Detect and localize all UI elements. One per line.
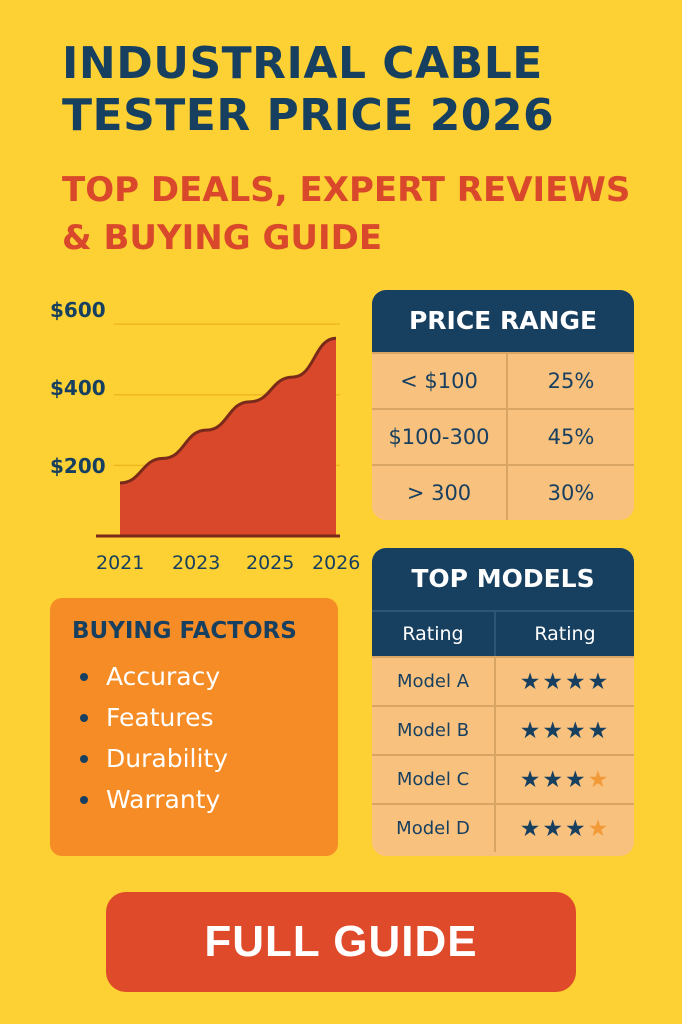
star-icon: ★ bbox=[565, 815, 588, 842]
price-trend-svg bbox=[96, 323, 340, 538]
table-row: Model D ★ ★ ★ ★ bbox=[372, 803, 634, 852]
full-guide-button[interactable]: FULL GUIDE bbox=[106, 892, 576, 992]
star-rating: ★ ★ ★ ★ bbox=[496, 805, 634, 852]
y-tick-200: $200 bbox=[50, 454, 106, 478]
table-row: > 300 30% bbox=[372, 464, 634, 520]
price-trend-chart: $600 $400 $200 2021 2023 2025 2026 bbox=[40, 288, 360, 588]
star-rating: ★ ★ ★ ★ bbox=[496, 658, 634, 705]
star-icon: ★ bbox=[519, 766, 543, 793]
star-icon: ★ bbox=[565, 668, 588, 695]
x-tick-2023: 2023 bbox=[172, 552, 221, 574]
table-row: Model C ★ ★ ★ ★ bbox=[372, 754, 634, 803]
star-icon: ★ bbox=[565, 766, 588, 793]
price-share-cell: 45% bbox=[547, 425, 595, 449]
half-star-icon: ★ bbox=[587, 766, 611, 793]
factor-label: Features bbox=[106, 703, 214, 732]
list-item: Features bbox=[72, 697, 338, 738]
x-tick-2025: 2025 bbox=[246, 552, 295, 574]
price-range-cell: < $100 bbox=[372, 354, 508, 408]
table-row: Model A ★ ★ ★ ★ bbox=[372, 656, 634, 705]
y-tick-600: $600 bbox=[50, 298, 106, 322]
x-tick-2021: 2021 bbox=[96, 552, 145, 574]
price-range-table: PRICE RANGE < $100 25% $100-300 45% > 30… bbox=[372, 290, 634, 520]
star-icon: ★ bbox=[587, 717, 611, 744]
page-title: INDUSTRIAL CABLE TESTER PRICE 2026 bbox=[62, 38, 555, 141]
y-tick-400: $400 bbox=[50, 376, 106, 400]
column-header: Rating bbox=[372, 612, 496, 656]
model-name: Model C bbox=[372, 756, 496, 803]
price-range-cell: $100-300 bbox=[372, 410, 508, 464]
bullet-icon bbox=[80, 713, 88, 722]
star-icon: ★ bbox=[542, 815, 565, 842]
half-star-icon: ★ bbox=[587, 815, 611, 842]
buying-factors-list: Accuracy Features Durability Warranty bbox=[72, 656, 338, 820]
price-range-title: PRICE RANGE bbox=[372, 290, 634, 352]
table-row: < $100 25% bbox=[372, 352, 634, 408]
model-name: Model B bbox=[372, 707, 496, 754]
star-icon: ★ bbox=[542, 717, 565, 744]
star-rating: ★ ★ ★ ★ bbox=[496, 707, 634, 754]
page-subtitle: TOP DEALS, EXPERT REVIEWS & BUYING GUIDE bbox=[62, 170, 631, 258]
list-item: Accuracy bbox=[72, 656, 338, 697]
price-share-cell: 25% bbox=[547, 369, 595, 393]
star-icon: ★ bbox=[519, 815, 543, 842]
buying-factors-title: BUYING FACTORS bbox=[72, 618, 297, 644]
star-icon: ★ bbox=[565, 717, 588, 744]
star-icon: ★ bbox=[587, 668, 611, 695]
star-icon: ★ bbox=[542, 766, 565, 793]
buying-factors-card: BUYING FACTORS Accuracy Features Durabil… bbox=[50, 598, 338, 856]
star-icon: ★ bbox=[519, 668, 543, 695]
x-tick-2026: 2026 bbox=[312, 552, 361, 574]
bullet-icon bbox=[80, 754, 88, 763]
bullet-icon bbox=[80, 672, 88, 681]
price-share-cell: 30% bbox=[547, 481, 595, 505]
price-range-cell: > 300 bbox=[372, 466, 508, 520]
factor-label: Warranty bbox=[106, 785, 221, 814]
list-item: Durability bbox=[72, 738, 338, 779]
price-line-series bbox=[119, 336, 337, 485]
table-row: Model B ★ ★ ★ ★ bbox=[372, 705, 634, 754]
factor-label: Durability bbox=[106, 744, 228, 773]
bullet-icon bbox=[80, 795, 88, 804]
top-models-title: TOP MODELS bbox=[372, 548, 634, 610]
model-name: Model D bbox=[372, 805, 496, 852]
price-area-series bbox=[120, 338, 336, 536]
star-icon: ★ bbox=[519, 717, 543, 744]
model-name: Model A bbox=[372, 658, 496, 705]
factor-label: Accuracy bbox=[106, 662, 221, 691]
star-rating: ★ ★ ★ ★ bbox=[496, 756, 634, 803]
top-models-table: TOP MODELS Rating Rating Model A ★ ★ ★ ★ Mo… bbox=[372, 548, 634, 856]
top-models-header-row: Rating Rating bbox=[372, 610, 634, 656]
table-row: $100-300 45% bbox=[372, 408, 634, 464]
column-header: Rating bbox=[534, 623, 596, 645]
star-icon: ★ bbox=[542, 668, 565, 695]
list-item: Warranty bbox=[72, 779, 338, 820]
